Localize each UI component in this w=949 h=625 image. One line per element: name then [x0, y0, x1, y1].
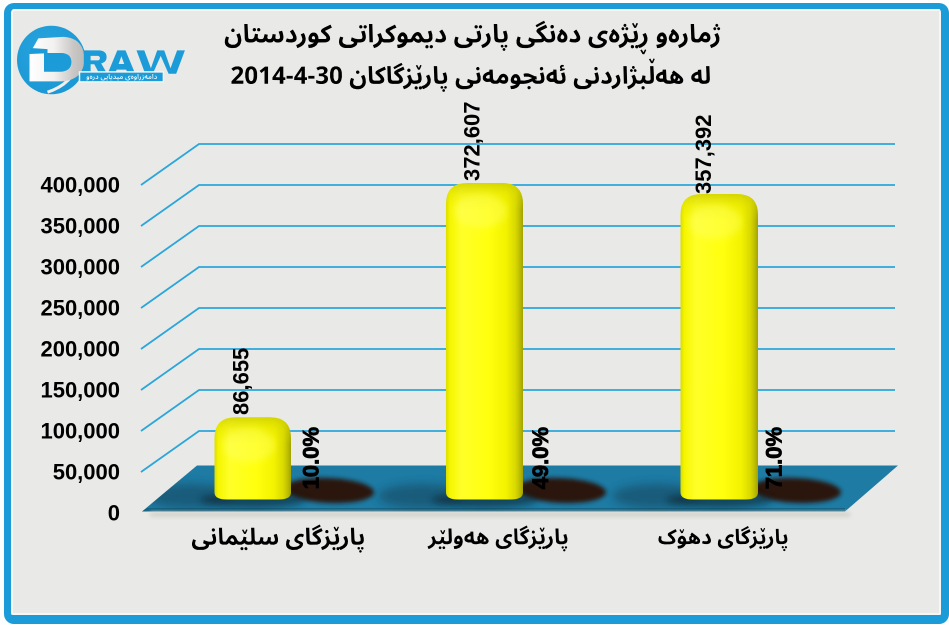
- svg-text:50,000: 50,000: [53, 459, 120, 484]
- svg-text:0: 0: [108, 500, 120, 525]
- svg-text:372,607: 372,607: [460, 101, 485, 181]
- svg-text:250,000: 250,000: [40, 295, 120, 320]
- svg-text:10.0%: 10.0%: [299, 427, 324, 489]
- svg-text:357,392: 357,392: [691, 114, 716, 194]
- svg-text:400,000: 400,000: [40, 172, 120, 197]
- svg-text:86,655: 86,655: [229, 348, 254, 415]
- svg-text:49.0%: 49.0%: [528, 427, 553, 489]
- svg-text:300,000: 300,000: [40, 254, 120, 279]
- svg-text:71.0%: 71.0%: [762, 427, 787, 489]
- svg-text:100,000: 100,000: [40, 418, 120, 443]
- svg-text:200,000: 200,000: [40, 336, 120, 361]
- svg-text:150,000: 150,000: [40, 377, 120, 402]
- svg-text:350,000: 350,000: [40, 213, 120, 238]
